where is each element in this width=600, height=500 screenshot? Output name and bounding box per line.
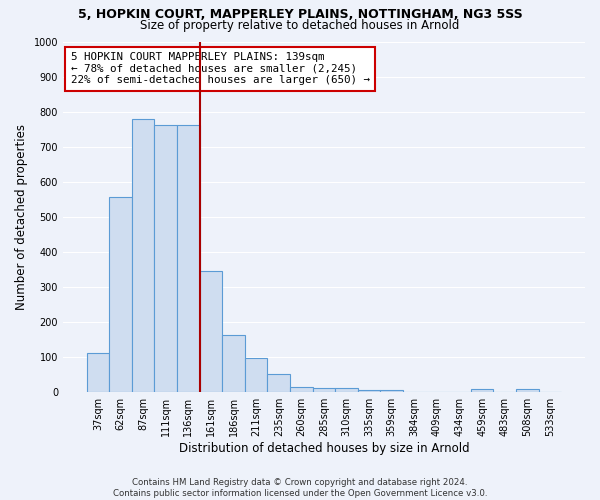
Bar [471,390,493,392]
Text: Size of property relative to detached houses in Arnold: Size of property relative to detached ho… [140,19,460,32]
Bar [222,335,245,392]
Text: Contains HM Land Registry data © Crown copyright and database right 2024.
Contai: Contains HM Land Registry data © Crown c… [113,478,487,498]
Bar [132,120,154,392]
Bar [380,390,403,392]
Bar [290,387,313,392]
Bar [154,125,177,392]
Bar [200,270,222,392]
Bar [86,353,109,392]
Bar [109,197,132,392]
X-axis label: Distribution of detached houses by size in Arnold: Distribution of detached houses by size … [179,442,469,455]
Bar [245,358,268,392]
Bar [268,374,290,392]
Bar [358,390,380,392]
Bar [313,388,335,392]
Y-axis label: Number of detached properties: Number of detached properties [15,124,28,310]
Text: 5 HOPKIN COURT MAPPERLEY PLAINS: 139sqm
← 78% of detached houses are smaller (2,: 5 HOPKIN COURT MAPPERLEY PLAINS: 139sqm … [71,52,370,85]
Text: 5, HOPKIN COURT, MAPPERLEY PLAINS, NOTTINGHAM, NG3 5SS: 5, HOPKIN COURT, MAPPERLEY PLAINS, NOTTI… [77,8,523,20]
Bar [335,388,358,392]
Bar [177,125,200,392]
Bar [516,390,539,392]
